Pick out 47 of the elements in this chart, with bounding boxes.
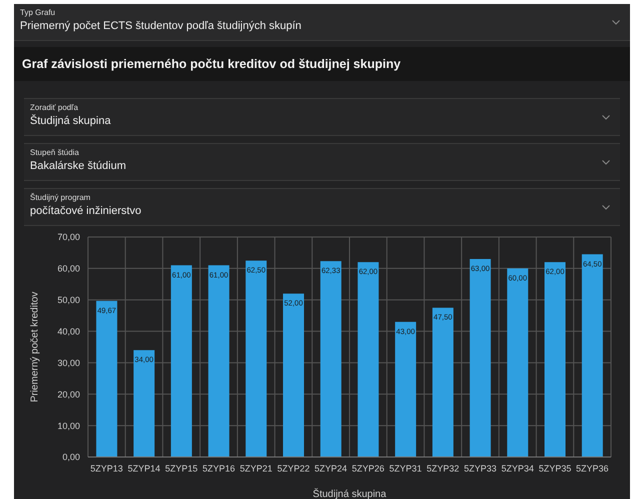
text: Bakalárske štúdium [30, 159, 127, 174]
text: Stupeň štúdia [30, 147, 80, 159]
x-tick-label: 5ZYP34 [501, 463, 534, 474]
x-tick-label: 5ZYP26 [352, 463, 384, 474]
x-tick-label: 5ZYP35 [538, 463, 572, 474]
y-tick-label: 50,00 [57, 295, 80, 306]
x-tick-label: 5ZYP16 [202, 463, 236, 474]
y-tick-label: 0,00 [62, 452, 80, 462]
bar [246, 260, 267, 457]
bar [208, 265, 230, 457]
x-tick-label: 5ZYP32 [426, 463, 460, 474]
bar [395, 322, 416, 457]
chart-title: Graf závislosti priemerného počtu kreditov od študijnej skupiny [14, 47, 630, 81]
bar [358, 262, 379, 457]
text: Študijná skupina [30, 114, 112, 129]
x-tick-label: 5ZYP13 [90, 463, 123, 474]
bar [432, 308, 454, 457]
y-tick-label: 40,00 [57, 326, 80, 336]
x-tick-label: 5ZYP14 [128, 463, 160, 474]
bar [507, 268, 528, 457]
y-axis-title: Priemerný počet kreditov [30, 292, 41, 402]
text: Priemerný počet ECTS študentov podľa študijných skupín [20, 19, 302, 34]
bar [544, 262, 566, 457]
bar [582, 254, 603, 457]
x-tick-label: 5ZYP22 [277, 463, 310, 474]
bar [96, 300, 118, 457]
x-tick-label: 5ZYP36 [576, 463, 609, 474]
y-tick-label: 60,00 [57, 264, 80, 274]
x-tick-label: 5ZYP33 [464, 463, 497, 474]
x-tick-label: 5ZYP21 [240, 463, 272, 474]
x-tick-label: 5ZYP15 [165, 463, 198, 474]
bar [283, 294, 304, 457]
bar [470, 259, 491, 457]
text: Študijný program [30, 192, 92, 204]
y-tick-label: 20,00 [57, 389, 80, 400]
bar [134, 350, 155, 457]
y-tick-label: 70,00 [57, 232, 80, 242]
y-tick-label: 30,00 [57, 358, 80, 368]
x-tick-label: 5ZYP24 [314, 463, 348, 474]
y-tick-label: 10,00 [57, 420, 80, 431]
bar [170, 265, 192, 457]
text: Typ Grafu [20, 7, 56, 19]
bar [320, 261, 342, 457]
text: počítačové inžinierstvo [30, 204, 142, 219]
x-tick-label: 5ZYP31 [389, 463, 422, 474]
x-axis-title: Študijná skupina [312, 488, 387, 499]
text: Zoradiť podľa [30, 102, 80, 114]
